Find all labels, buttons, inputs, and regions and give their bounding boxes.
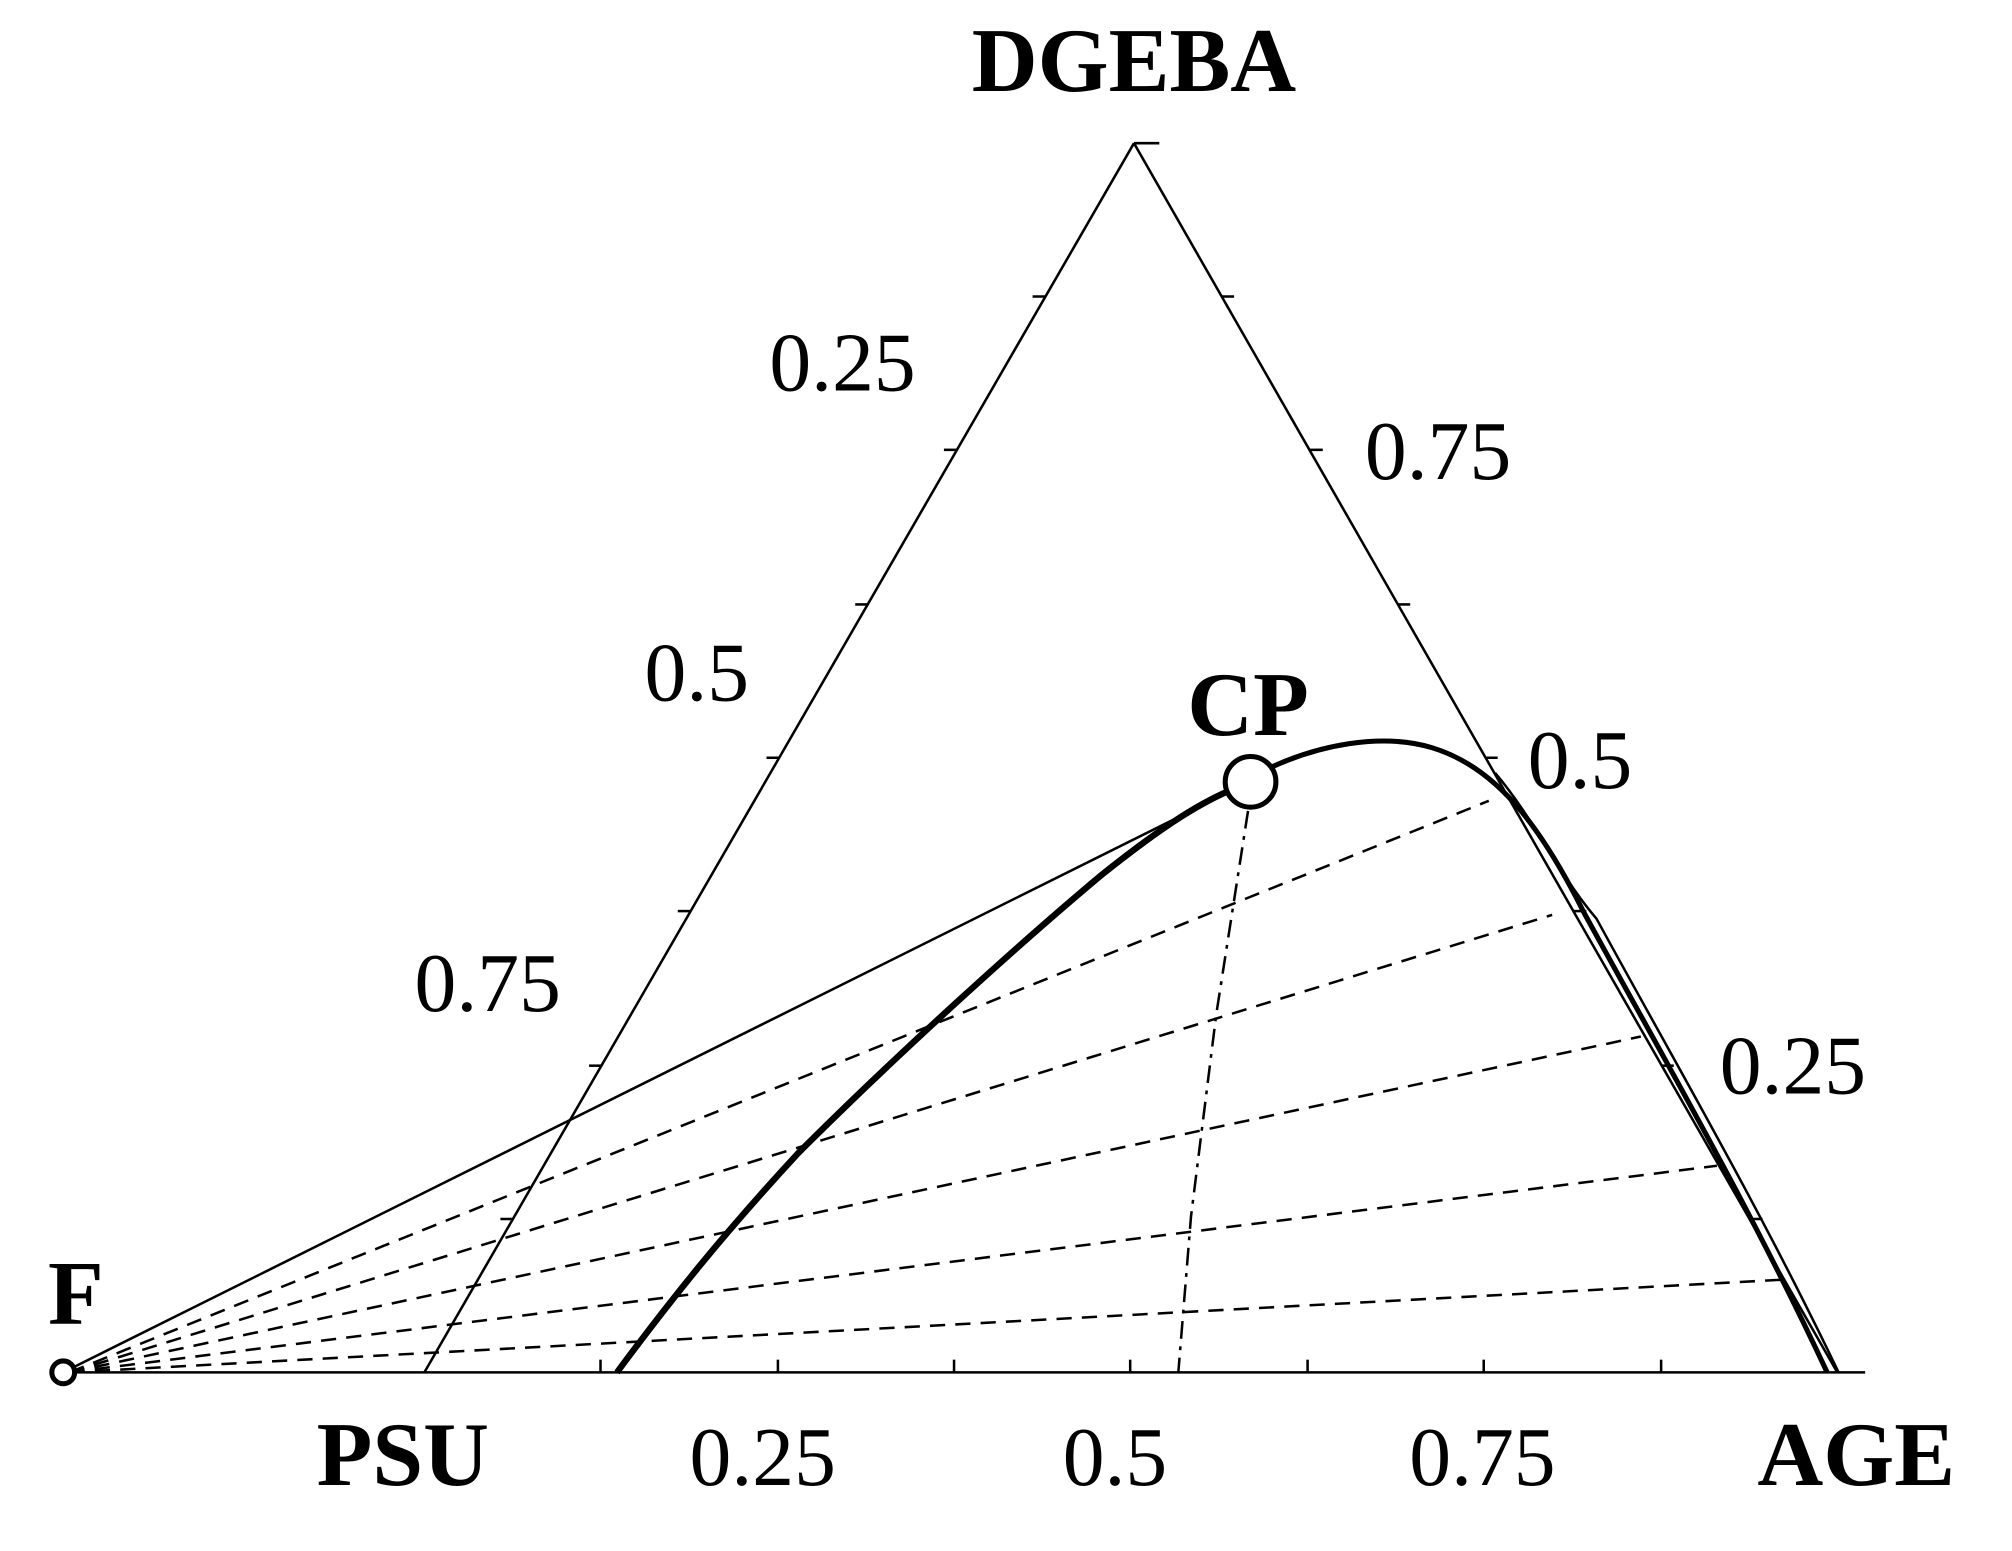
tick-label: 0.25 <box>1720 1020 1866 1113</box>
tick-label: 0.5 <box>1063 1411 1168 1504</box>
tick-label: 0.75 <box>1365 405 1511 498</box>
tick-label: 0.5 <box>1528 714 1633 807</box>
critical-point <box>1222 753 1279 810</box>
tick-label: 0.75 <box>415 937 561 1030</box>
tick-label: 0.5 <box>645 627 750 720</box>
point-label: CP <box>1187 654 1309 755</box>
spinodal-right <box>1494 772 1840 1373</box>
vertex-label: PSU <box>317 1404 489 1505</box>
rectilinear-line <box>1177 810 1250 1373</box>
binodal-left <box>614 785 1237 1375</box>
point-label: F <box>48 1243 104 1344</box>
vertex-label: AGE <box>1757 1404 1955 1505</box>
tick-label: 0.25 <box>690 1411 836 1504</box>
critical-tie-line <box>62 790 1230 1374</box>
tick-label: 0.75 <box>1409 1411 1555 1504</box>
vertex-label: DGEBA <box>972 10 1297 111</box>
origin-point <box>49 1358 78 1387</box>
tick-label: 0.25 <box>769 316 915 409</box>
tie-lines <box>69 799 1781 1374</box>
